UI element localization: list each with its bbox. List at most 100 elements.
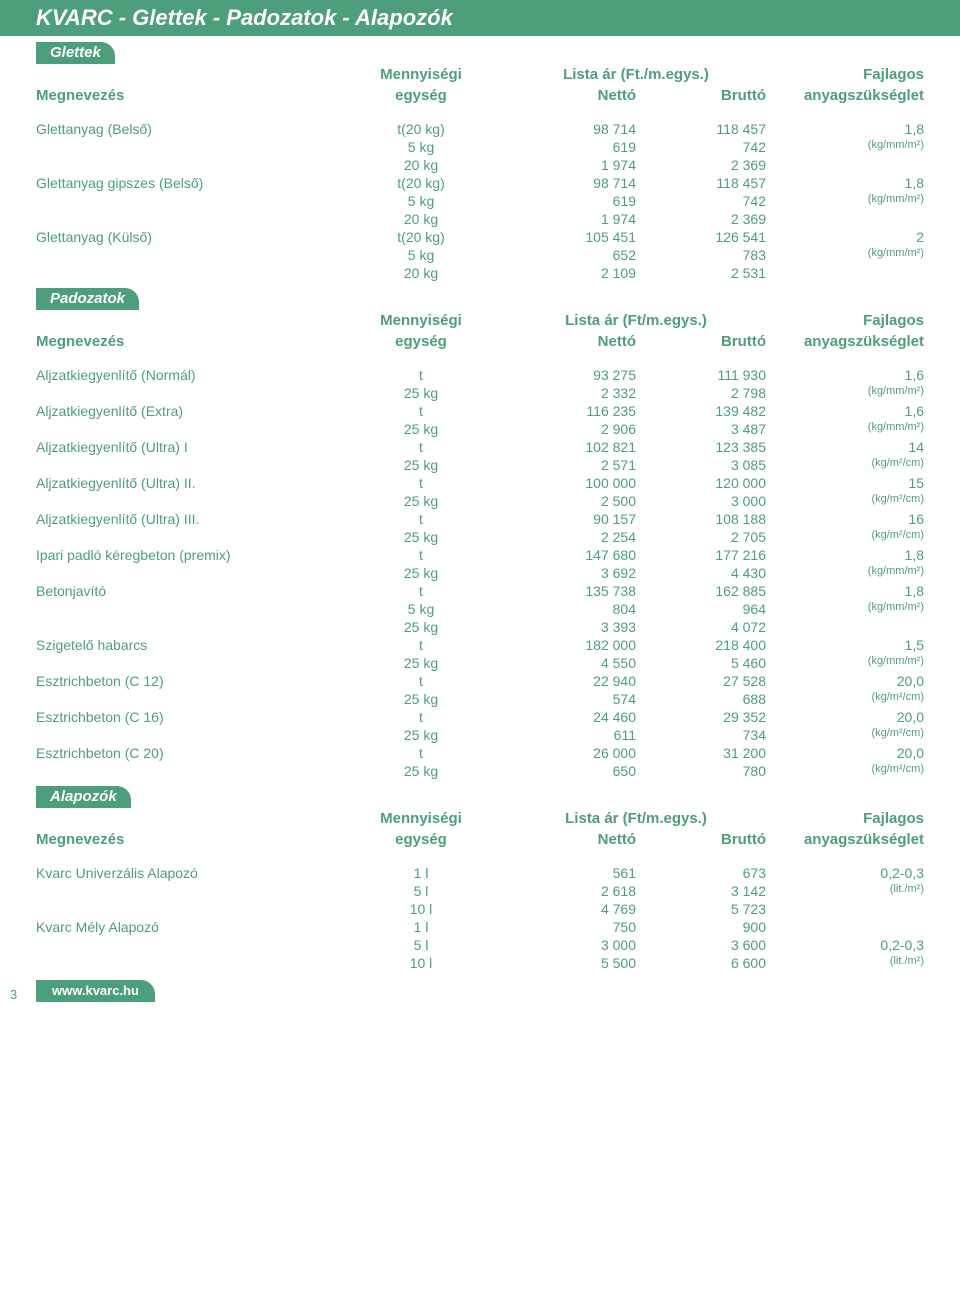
- data-table: Kvarc Univerzális Alapozó1 l5616730,2-0,…: [36, 864, 924, 972]
- cell-netto: 2 109: [506, 264, 636, 282]
- cell-unit: t(20 kg): [336, 228, 506, 246]
- cell-fajlagos: 0,2-0,3: [766, 864, 924, 882]
- table-row: Esztrichbeton (C 12)t22 94027 52820,0: [36, 672, 924, 690]
- cell-netto: 5 500: [506, 954, 636, 972]
- header-mennyisegi-bot: egység: [336, 85, 506, 106]
- table-row: Kvarc Univerzális Alapozó1 l5616730,2-0,…: [36, 864, 924, 882]
- cell-fajlagos: 20,0: [766, 672, 924, 690]
- cell-fajlagos-unit: (kg/mm/m²): [766, 192, 924, 210]
- cell-brutto: 734: [636, 726, 766, 744]
- cell-name: Betonjavító: [36, 582, 336, 600]
- cell-netto: 561: [506, 864, 636, 882]
- cell-brutto: 2 798: [636, 384, 766, 402]
- cell-fajlagos: 14: [766, 438, 924, 456]
- page-number: 3: [10, 987, 17, 1002]
- cell-netto: 611: [506, 726, 636, 744]
- cell-brutto: 4 430: [636, 564, 766, 582]
- cell-unit: t: [336, 438, 506, 456]
- cell-name: Esztrichbeton (C 16): [36, 708, 336, 726]
- cell-unit: t(20 kg): [336, 174, 506, 192]
- cell-name: Kvarc Univerzális Alapozó: [36, 864, 336, 882]
- data-table: Glettanyag (Belső)t(20 kg)98 714118 4571…: [36, 120, 924, 282]
- cell-unit: 20 kg: [336, 156, 506, 174]
- column-headers: MennyiségiLista ár (Ft/m.egys.)FajlagosM…: [36, 310, 924, 352]
- cell-unit: t: [336, 744, 506, 762]
- cell-netto: 2 254: [506, 528, 636, 546]
- cell-unit: 25 kg: [336, 456, 506, 474]
- column-headers: MennyiségiLista ár (Ft./m.egys.)Fajlagos…: [36, 64, 924, 106]
- cell-netto: 652: [506, 246, 636, 264]
- cell-netto: 1 974: [506, 210, 636, 228]
- cell-fajlagos-unit: (kg/mm/m²): [766, 600, 924, 618]
- cell-netto: 98 714: [506, 174, 636, 192]
- header-netto: Nettó: [506, 331, 636, 352]
- cell-fajlagos-unit: (kg/m²/cm): [766, 690, 924, 708]
- table-row: Aljzatkiegyenlítő (Ultra) It102 821123 3…: [36, 438, 924, 456]
- cell-name: [36, 264, 336, 282]
- cell-netto: 93 275: [506, 366, 636, 384]
- cell-name: Glettanyag (Külső): [36, 228, 336, 246]
- cell-brutto: 2 531: [636, 264, 766, 282]
- header-fajlagos-top: Fajlagos: [766, 64, 924, 85]
- cell-fajlagos-unit: (lit./m²): [766, 882, 924, 900]
- cell-unit: 20 kg: [336, 210, 506, 228]
- footer-url: www.kvarc.hu: [52, 983, 139, 998]
- cell-unit: 25 kg: [336, 762, 506, 780]
- header-mennyisegi-top: Mennyiségi: [336, 64, 506, 85]
- cell-netto: 24 460: [506, 708, 636, 726]
- cell-brutto: 783: [636, 246, 766, 264]
- cell-brutto: 3 000: [636, 492, 766, 510]
- table-row: 10 l4 7695 723: [36, 900, 924, 918]
- title-bar: KVARC - Glettek - Padozatok - Alapozók: [0, 0, 960, 36]
- cell-netto: 100 000: [506, 474, 636, 492]
- table-row: 5 kg804964(kg/mm/m²): [36, 600, 924, 618]
- section-body: MennyiségiLista ár (Ft/m.egys.)FajlagosM…: [0, 808, 960, 972]
- table-row: 5 l3 0003 6000,2-0,3: [36, 936, 924, 954]
- cell-netto: 105 451: [506, 228, 636, 246]
- table-row: 5 l2 6183 142(lit./m²): [36, 882, 924, 900]
- cell-fajlagos-unit: (kg/mm/m²): [766, 420, 924, 438]
- section-tab: Glettek: [36, 42, 115, 64]
- header-brutto: Bruttó: [636, 85, 766, 106]
- cell-netto: 22 940: [506, 672, 636, 690]
- cell-fajlagos-unit: (kg/m²/cm): [766, 492, 924, 510]
- cell-fajlagos: 1,8: [766, 120, 924, 138]
- table-row: 25 kg2 5713 085(kg/m²/cm): [36, 456, 924, 474]
- table-row: Szigetelő habarcst182 000218 4001,5: [36, 636, 924, 654]
- header-fajlagos-bot: anyagszükséglet: [766, 85, 924, 106]
- header-megnevezes: Megnevezés: [36, 85, 336, 106]
- table-row: Aljzatkiegyenlítő (Extra)t116 235139 482…: [36, 402, 924, 420]
- table-row: Betonjavítót135 738162 8851,8: [36, 582, 924, 600]
- cell-brutto: 964: [636, 600, 766, 618]
- cell-brutto: 3 600: [636, 936, 766, 954]
- cell-brutto: 118 457: [636, 120, 766, 138]
- cell-fajlagos: 16: [766, 510, 924, 528]
- cell-brutto: 2 369: [636, 156, 766, 174]
- section-tab: Alapozók: [36, 786, 131, 808]
- section-tab-label: Glettek: [50, 44, 101, 61]
- cell-unit: 25 kg: [336, 618, 506, 636]
- cell-brutto: 29 352: [636, 708, 766, 726]
- cell-name: [36, 246, 336, 264]
- cell-unit: 25 kg: [336, 564, 506, 582]
- cell-fajlagos: 20,0: [766, 744, 924, 762]
- cell-name: [36, 900, 336, 918]
- cell-netto: 2 571: [506, 456, 636, 474]
- header-brutto: Bruttó: [636, 829, 766, 850]
- cell-brutto: 111 930: [636, 366, 766, 384]
- cell-name: Aljzatkiegyenlítő (Ultra) I: [36, 438, 336, 456]
- cell-netto: 2 332: [506, 384, 636, 402]
- cell-netto: 3 000: [506, 936, 636, 954]
- cell-unit: t: [336, 546, 506, 564]
- section-tab: Padozatok: [36, 288, 139, 310]
- header-megnevezes: Megnevezés: [36, 331, 336, 352]
- cell-name: [36, 138, 336, 156]
- cell-netto: 147 680: [506, 546, 636, 564]
- header-fajlagos-top: Fajlagos: [766, 310, 924, 331]
- cell-unit: 25 kg: [336, 420, 506, 438]
- cell-unit: 10 l: [336, 900, 506, 918]
- table-row: 20 kg1 9742 369: [36, 156, 924, 174]
- cell-unit: 5 l: [336, 882, 506, 900]
- header-mennyisegi-top: Mennyiségi: [336, 808, 506, 829]
- header-megnevezes: Megnevezés: [36, 829, 336, 850]
